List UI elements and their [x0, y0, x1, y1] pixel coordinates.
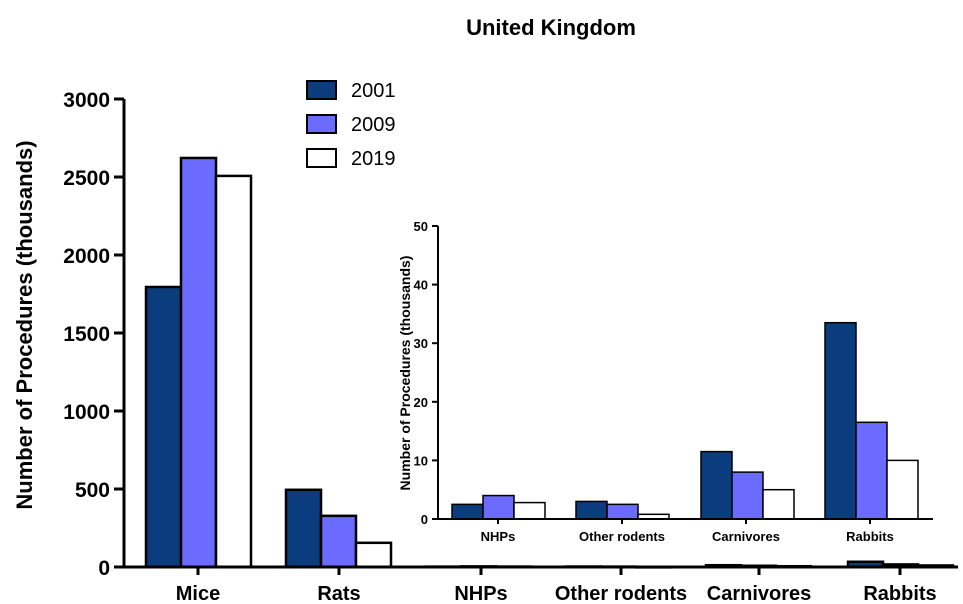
x-category-label: NHPs [481, 529, 516, 544]
chart-title: United Kingdom [466, 15, 636, 40]
bar-2019 [513, 501, 546, 520]
bar-2019 [762, 488, 795, 520]
bar-2009 [855, 421, 888, 520]
y-tick-label: 20 [414, 395, 428, 410]
x-category-label: Mice [176, 583, 220, 604]
bar-2001 [284, 488, 323, 569]
bar-2001 [575, 500, 608, 520]
main-x-categories: Mice Rats NHPs Other rodents Carnivores Rabbi… [176, 567, 937, 604]
y-tick-label: 50 [414, 219, 428, 234]
bar-2001 [824, 321, 857, 520]
x-category-label: Rabbits [846, 529, 894, 544]
inset-y-ticks: 0 10 20 30 40 50 [414, 219, 438, 527]
x-category-label: Other rodents [555, 583, 687, 604]
bar-2009 [482, 494, 515, 520]
main-y-axis-label: Number of Procedures (thousands) [12, 140, 37, 509]
bar-2001 [451, 503, 484, 520]
y-tick-label: 10 [414, 453, 428, 468]
inset-y-axis-label: Number of Procedures (thousands) [397, 256, 413, 491]
legend-label: 2009 [351, 114, 396, 136]
main-bars [144, 156, 955, 569]
y-tick-label: 0 [98, 557, 110, 580]
bar-2009 [179, 156, 218, 569]
y-tick-label: 2500 [63, 167, 110, 190]
x-category-label: Rats [317, 583, 360, 604]
legend-swatch-2009 [306, 114, 337, 134]
bar-2001 [144, 285, 183, 569]
y-tick-label: 1500 [63, 323, 110, 346]
legend-swatch-2001 [306, 80, 337, 100]
main-y-ticks: 0 500 1000 1500 2000 2500 3000 [63, 89, 124, 580]
x-category-label: Rabbits [863, 583, 936, 604]
main-chart: Number of Procedures (thousands) 0500100… [12, 89, 958, 604]
bar-2019 [214, 174, 253, 569]
x-category-label: Carnivores [712, 529, 780, 544]
bar-2019 [354, 541, 393, 569]
inset-bars [451, 321, 919, 520]
y-tick-label: 0 [421, 512, 428, 527]
y-tick-label: 3000 [63, 89, 110, 112]
y-tick-label: 500 [75, 479, 110, 502]
x-category-label: Other rodents [579, 529, 665, 544]
bar-2019 [886, 459, 919, 520]
legend: 2001 2009 2019 [306, 80, 396, 170]
y-tick-label: 1000 [63, 401, 110, 424]
legend-swatch-2019 [306, 148, 337, 168]
y-tick-label: 40 [414, 278, 428, 293]
bar-2009 [606, 503, 639, 520]
inset-x-categories: NHPs Other rodents Carnivores Rabbits [481, 519, 894, 544]
inset-chart: Number of Procedures (thousands) 0 10 20 30… [397, 219, 933, 544]
bar-2009 [319, 514, 358, 569]
y-tick-label: 2000 [63, 245, 110, 268]
x-category-label: Carnivores [707, 583, 812, 604]
x-category-label: NHPs [454, 583, 507, 604]
bar-2009 [731, 471, 764, 520]
legend-label: 2019 [351, 148, 396, 170]
y-tick-label: 30 [414, 336, 428, 351]
legend-label: 2001 [351, 80, 396, 102]
bar-2001 [700, 450, 733, 520]
